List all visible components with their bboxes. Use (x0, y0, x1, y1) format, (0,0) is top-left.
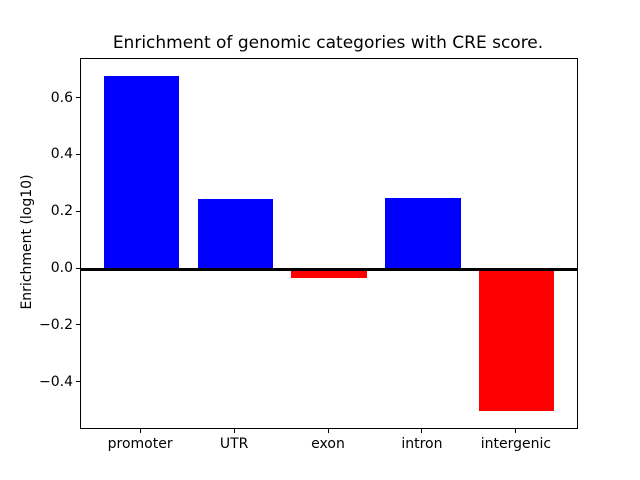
bar-UTR (197, 199, 273, 269)
y-tick-mark (76, 153, 80, 155)
x-tick-mark (327, 429, 329, 433)
y-tick-label: −0.4 (39, 373, 73, 390)
y-tick-mark (76, 210, 80, 212)
x-tick-label-intergenic: intergenic (480, 436, 552, 452)
x-tick-mark (139, 429, 141, 433)
bar-exon (291, 269, 367, 278)
x-tick-mark (233, 429, 235, 433)
y-tick-label: 0.6 (50, 89, 73, 106)
x-tick-label-promoter: promoter (107, 436, 173, 452)
x-tick-label-intron: intron (401, 436, 443, 452)
y-tick-mark (76, 267, 80, 269)
x-tick-mark (515, 429, 517, 433)
y-tick-label: −0.2 (39, 316, 73, 333)
y-tick-mark (76, 381, 80, 383)
x-tick-label-UTR: UTR (219, 436, 249, 452)
x-tick-label-exon: exon (311, 436, 345, 452)
y-tick-label: 0.0 (50, 260, 73, 277)
y-tick-label: 0.2 (50, 203, 73, 220)
bar-promoter (103, 75, 179, 270)
zero-line (81, 267, 577, 271)
bar-intergenic (479, 269, 555, 412)
x-tick-mark (421, 429, 423, 433)
y-tick-mark (76, 324, 80, 326)
chart-title: Enrichment of genomic categories with CR… (112, 33, 544, 53)
bar-intron (385, 198, 461, 270)
y-tick-label: 0.4 (50, 146, 73, 163)
plot-area (80, 58, 578, 429)
y-tick-mark (76, 97, 80, 98)
y-axis-label: Enrichment (log10) (19, 174, 35, 310)
